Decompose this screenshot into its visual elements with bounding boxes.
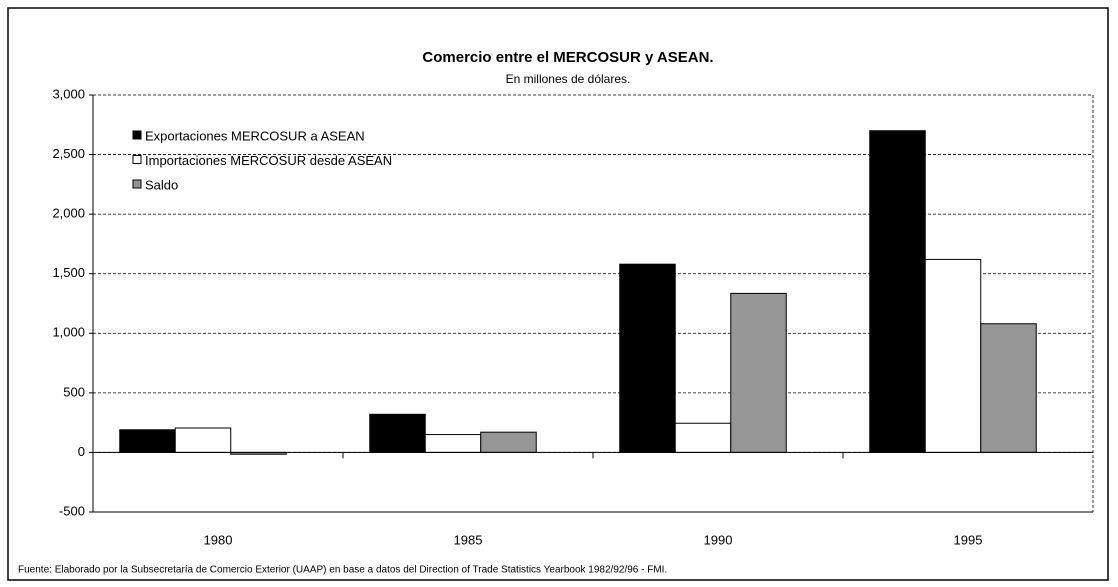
bar: [119, 429, 176, 453]
bar: [424, 434, 482, 453]
y-tick-label: 500: [63, 384, 85, 399]
x-tick-label: 1980: [204, 532, 233, 547]
bar: [924, 258, 982, 453]
y-tick-label: 2,000: [52, 206, 85, 221]
x-tick-label: 1985: [454, 532, 483, 547]
x-tick-label: 1990: [704, 532, 733, 547]
chart-title: Comercio entre el MERCOSUR y ASEAN.: [422, 49, 713, 66]
y-tick-label: 2,500: [52, 146, 85, 161]
y-tick-label: 0: [78, 444, 85, 459]
x-tick-label: 1995: [954, 532, 983, 547]
bar: [369, 413, 426, 453]
legend-swatch: [132, 155, 142, 164]
bar: [174, 427, 232, 453]
legend-label: Exportaciones MERCOSUR a ASEAN: [145, 128, 365, 143]
bar: [674, 422, 732, 453]
legend-swatch: [132, 179, 142, 189]
chart-subtitle: En millones de dólares.: [506, 72, 631, 86]
legend-label: Importaciones MERCOSUR desde ASEAN: [145, 153, 392, 168]
y-tick-label: 1,000: [52, 325, 85, 340]
bar: [619, 263, 676, 453]
source-note: Fuente: Elaborado por la Subsecretaría d…: [18, 565, 667, 576]
bar: [480, 431, 537, 453]
bar: [730, 292, 787, 453]
y-tick-label: -500: [59, 503, 85, 518]
y-tick-label: 1,500: [52, 265, 85, 280]
bar: [980, 323, 1037, 453]
legend-swatch: [132, 130, 142, 140]
bar: [869, 130, 926, 453]
legend-label: Saldo: [145, 177, 178, 192]
y-tick-label: 3,000: [52, 86, 85, 101]
